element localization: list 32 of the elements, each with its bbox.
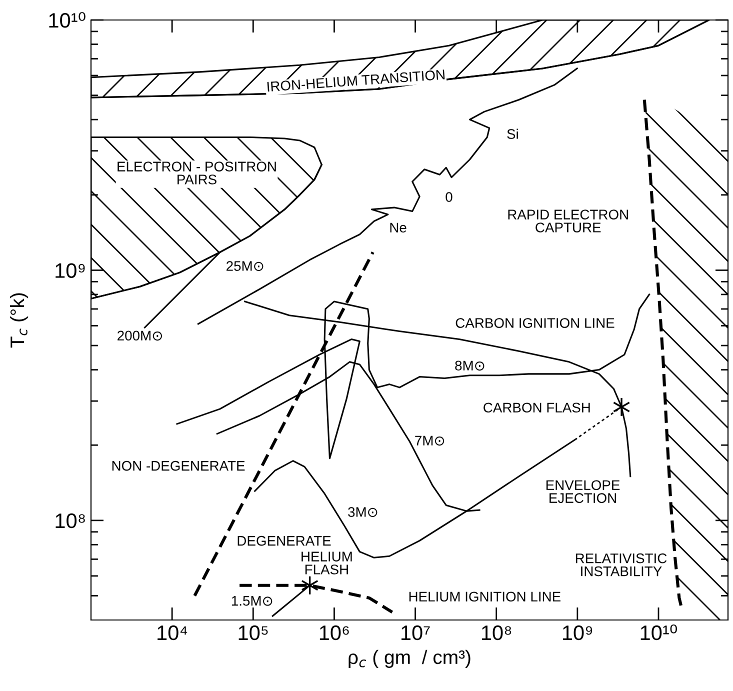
annotation: HELIUM FLASH: [302, 552, 352, 574]
annotation: ELECTRON - POSITRON PAIRS: [118, 162, 276, 184]
annotation: 0: [446, 192, 452, 202]
annotation: CARBON IGNITION LINE: [456, 318, 614, 328]
x-tick-label: 10⁹: [562, 625, 592, 640]
y-tick-label: 10⁹: [56, 263, 85, 278]
x-tick-label: 10⁸: [482, 625, 512, 640]
annotation: NON -DEGENERATE: [112, 460, 245, 471]
x-tick-label: 10⁶: [320, 625, 349, 640]
x-tick-label: 10⁴: [158, 625, 188, 640]
annotation: Ne: [390, 222, 406, 233]
x-tick-label: 10¹⁰: [640, 624, 678, 640]
annotation: HELIUM IGNITION LINE: [409, 592, 560, 602]
annotation: 200M⊙: [118, 330, 162, 341]
y-tick-label: 10¹⁰: [49, 12, 86, 28]
y-tick-label: 10⁸: [56, 513, 85, 528]
annotation: Si: [507, 128, 518, 139]
annotation: 3M⊙: [348, 507, 378, 517]
annotation: 1.5M⊙: [232, 596, 272, 606]
y-axis-title: T$_{c}$ (°k): [10, 293, 28, 348]
annotation: IRON-HELIUM TRANSITION: [267, 70, 445, 92]
annotation: 7M⊙: [415, 436, 444, 446]
x-tick-label: 10⁵: [238, 625, 268, 640]
annotation: RAPID ELECTRON CAPTURE: [508, 210, 628, 232]
annotation: RELATIVISTIC INSTABILITY: [576, 553, 667, 576]
x-tick-label: 10⁷: [402, 625, 430, 640]
annotation: DEGENERATE: [238, 536, 331, 546]
x-axis-title: ρ$_{c}$ ( gm / cm³): [348, 650, 470, 668]
annotation: CARBON FLASH: [484, 402, 590, 413]
annotation: ENVELOPE EJECTION: [546, 480, 620, 503]
annotation: 8M⊙: [455, 360, 484, 371]
annotation: 25M⊙: [226, 261, 264, 271]
